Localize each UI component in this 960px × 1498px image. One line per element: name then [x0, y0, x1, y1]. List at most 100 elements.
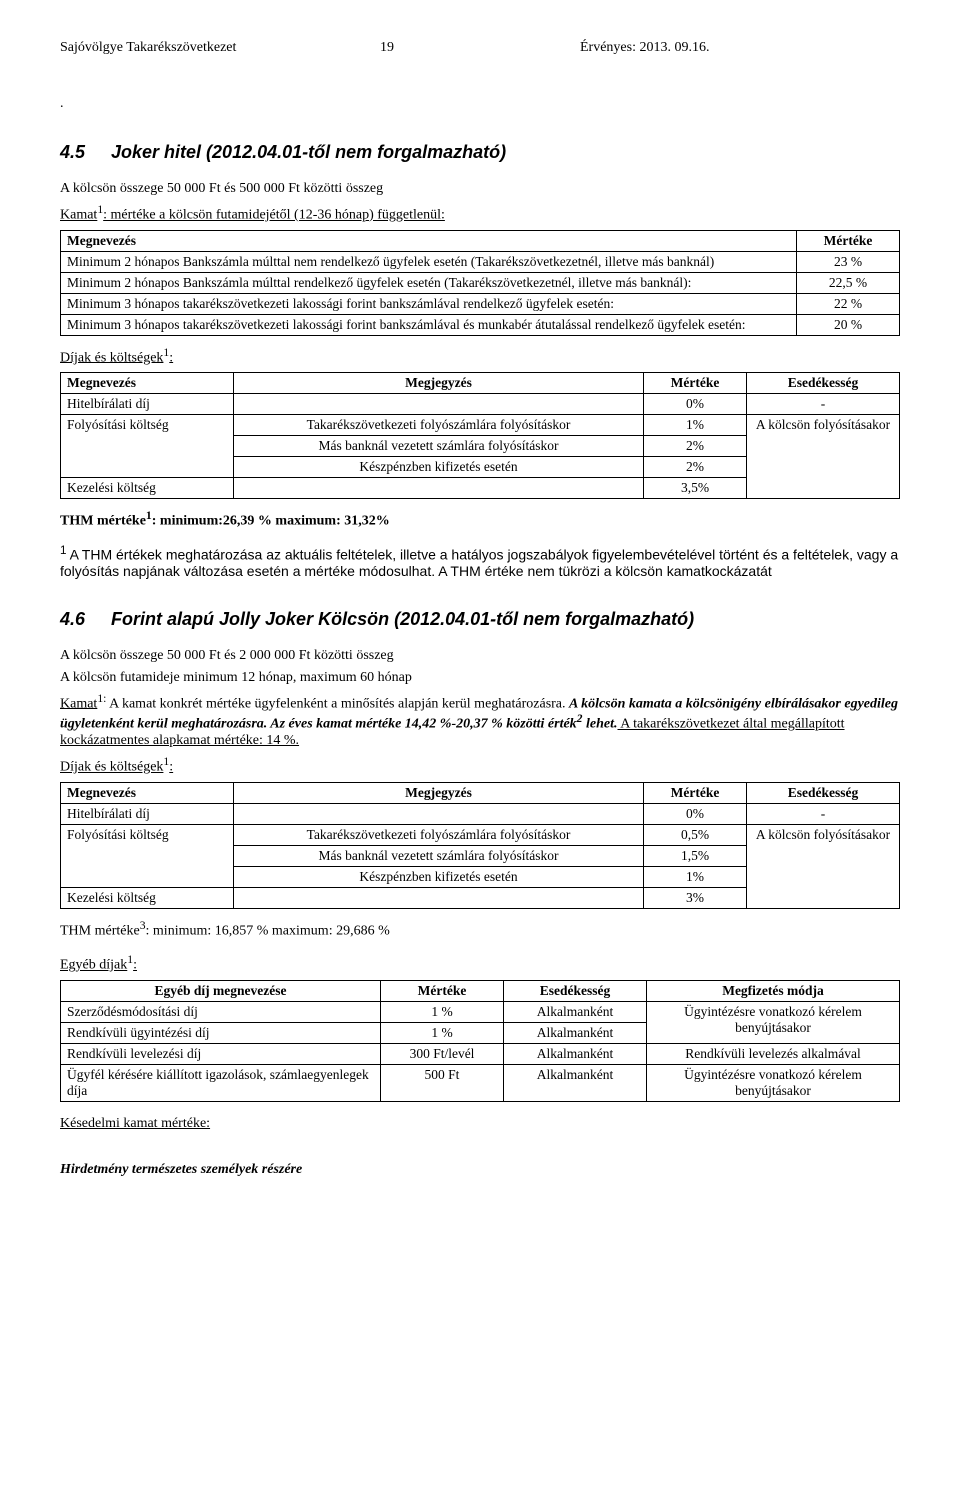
cell: Esedékesség — [747, 782, 900, 803]
cell: Egyéb díj megnevezése — [61, 980, 381, 1001]
cell: 1,5% — [644, 845, 747, 866]
section-4-6-text: Forint alapú Jolly Joker Kölcsön (2012.0… — [111, 609, 694, 629]
s45-table1: Megnevezés Mértéke Minimum 2 hónapos Ban… — [60, 230, 900, 336]
cell: Megjegyzés — [234, 782, 644, 803]
s46-thm: THM mértéke3: minimum: 16,857 % maximum:… — [60, 919, 900, 940]
cell: 1 % — [381, 1022, 504, 1043]
cell: Megnevezés — [61, 373, 234, 394]
cell: Alkalmanként — [504, 1001, 647, 1022]
cell: Rendkívüli levelezés alkalmával — [647, 1043, 900, 1064]
cell: Ügyintézésre vonatkozó kérelem benyújtás… — [647, 1001, 900, 1043]
s46-dijak-pre: Díjak és költségek — [60, 760, 163, 775]
s46-egyeb-pre: Egyéb díjak — [60, 958, 127, 973]
cell: Esedékesség — [747, 373, 900, 394]
footer-title: Hirdetmény természetes személyek részére — [60, 1162, 900, 1178]
cell: Más banknál vezetett számlára folyósítás… — [234, 845, 644, 866]
s45-note-text: A THM értékek meghatározása az aktuális … — [60, 547, 898, 579]
s45-thm: THM mértéke1: minimum:26,39 % maximum: 3… — [60, 509, 900, 530]
s46-table2: Egyéb díj megnevezése Mértéke Esedékessé… — [60, 980, 900, 1102]
table-row: Hitelbírálati díj 0% - — [61, 803, 900, 824]
cell: 500 Ft — [381, 1064, 504, 1101]
section-4-5-title: 4.5 Joker hitel (2012.04.01-től nem forg… — [60, 142, 900, 163]
section-4-6-num: 4.6 — [60, 609, 106, 630]
cell: 0% — [644, 803, 747, 824]
cell: Minimum 2 hónapos Bankszámla múlttal nem… — [61, 251, 797, 272]
cell: 2% — [644, 436, 747, 457]
s45-dijak-label: Díjak és költségek1: — [60, 346, 900, 367]
table-row: Minimum 3 hónapos takarékszövetkezeti la… — [61, 293, 900, 314]
page-header: Sajóvölgye Takarékszövetkezet 19 Érvénye… — [60, 40, 900, 56]
cell: Hitelbírálati díj — [61, 803, 234, 824]
s45-thm-pre: THM mértéke — [60, 514, 146, 529]
section-4-5-text: Joker hitel (2012.04.01-től nem forgalma… — [111, 142, 506, 162]
cell: Megjegyzés — [234, 373, 644, 394]
s46-i3-mid: A kamat konkrét mértéke ügyfelenként a m… — [106, 696, 569, 711]
cell: Más banknál vezetett számlára folyósítás… — [234, 436, 644, 457]
s45-t1-headrow: Megnevezés Mértéke — [61, 230, 900, 251]
cell — [234, 478, 644, 499]
cell: 1% — [644, 866, 747, 887]
cell: Kezelési költség — [61, 478, 234, 499]
cell: Rendkívüli ügyintézési díj — [61, 1022, 381, 1043]
header-valid: Érvényes: 2013. 09.16. — [460, 40, 900, 56]
cell: Megnevezés — [61, 782, 234, 803]
s46-i3-bi2: lehet. — [583, 717, 618, 732]
table-row: Hitelbírálati díj 0% - — [61, 394, 900, 415]
cell: Megfizetés módja — [647, 980, 900, 1001]
cell: 300 Ft/levél — [381, 1043, 504, 1064]
cell: 0,5% — [644, 824, 747, 845]
cell: Hitelbírálati díj — [61, 394, 234, 415]
cell: Készpénzben kifizetés esetén — [234, 866, 644, 887]
cell: Ügyfél kérésére kiállított igazolások, s… — [61, 1064, 381, 1101]
cell: Minimum 3 hónapos takarékszövetkezeti la… — [61, 293, 797, 314]
s46-t1-headrow: Megnevezés Megjegyzés Mértéke Esedékessé… — [61, 782, 900, 803]
cell: Folyósítási költség — [61, 824, 234, 887]
cell: 22,5 % — [797, 272, 900, 293]
cell: 1% — [644, 415, 747, 436]
cell: Kezelési költség — [61, 887, 234, 908]
s45-t1-h2: Mértéke — [797, 230, 900, 251]
cell — [234, 394, 644, 415]
s45-dijak-post: : — [169, 350, 173, 365]
table-row: Minimum 3 hónapos takarékszövetkezeti la… — [61, 314, 900, 335]
s45-t1-h1: Megnevezés — [61, 230, 797, 251]
cell: Szerződésmódosítási díj — [61, 1001, 381, 1022]
s45-note: 1 A THM értékek meghatározása az aktuáli… — [60, 544, 900, 579]
section-4-6-title: 4.6 Forint alapú Jolly Joker Kölcsön (20… — [60, 609, 900, 630]
cell: 0% — [644, 394, 747, 415]
s45-thm-post: : minimum:26,39 % maximum: 31,32% — [152, 514, 390, 529]
cell: A kölcsön folyósításakor — [747, 824, 900, 908]
cell: Minimum 3 hónapos takarékszövetkezeti la… — [61, 314, 797, 335]
s45-table2: Megnevezés Megjegyzés Mértéke Esedékessé… — [60, 372, 900, 499]
cell: Folyósítási költség — [61, 415, 234, 478]
header-org: Sajóvölgye Takarékszövetkezet — [60, 40, 380, 56]
table-row: Minimum 2 hónapos Bankszámla múlttal ren… — [61, 272, 900, 293]
cell: Készpénzben kifizetés esetén — [234, 457, 644, 478]
s45-intro1: A kölcsön összege 50 000 Ft és 500 000 F… — [60, 181, 900, 197]
section-4-5-num: 4.5 — [60, 142, 106, 163]
table-row: Szerződésmódosítási díj 1 % Alkalmanként… — [61, 1001, 900, 1022]
cell: 20 % — [797, 314, 900, 335]
dot-line: . — [60, 96, 900, 112]
table-row: Rendkívüli levelezési díj 300 Ft/levél A… — [61, 1043, 900, 1064]
s46-egyeb-post: : — [133, 958, 137, 973]
s46-dijak-label: Díjak és költségek1: — [60, 755, 900, 776]
cell: Ügyintézésre vonatkozó kérelem benyújtás… — [647, 1064, 900, 1101]
s45-intro2-post: : mértéke a kölcsön futamidejétől (12-36… — [103, 208, 445, 223]
cell: 1 % — [381, 1001, 504, 1022]
cell — [234, 803, 644, 824]
cell: Alkalmanként — [504, 1022, 647, 1043]
cell: 23 % — [797, 251, 900, 272]
table-row: Minimum 2 hónapos Bankszámla múlttal nem… — [61, 251, 900, 272]
cell — [234, 887, 644, 908]
table-row: Folyósítási költség Takarékszövetkezeti … — [61, 824, 900, 845]
cell: Mértéke — [644, 782, 747, 803]
s46-thm-pre: THM mértéke — [60, 923, 140, 938]
cell: - — [747, 803, 900, 824]
cell: Minimum 2 hónapos Bankszámla múlttal ren… — [61, 272, 797, 293]
s46-table1: Megnevezés Megjegyzés Mértéke Esedékessé… — [60, 782, 900, 909]
s45-intro2-pre: Kamat — [60, 208, 97, 223]
cell: Takarékszövetkezeti folyószámlára folyós… — [234, 824, 644, 845]
cell: Mértéke — [381, 980, 504, 1001]
cell: Esedékesség — [504, 980, 647, 1001]
